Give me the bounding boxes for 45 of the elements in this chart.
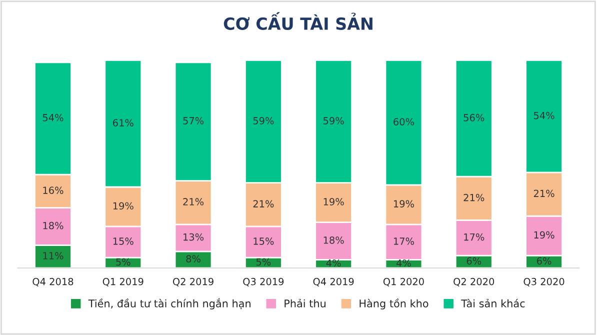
data-label: 61% — [113, 119, 134, 126]
x-tick-label: Q3 2020 — [524, 278, 564, 286]
data-label: 19% — [534, 231, 554, 239]
data-label: 57% — [183, 117, 204, 124]
data-label: 56% — [464, 114, 484, 122]
data-label: 17% — [394, 238, 414, 245]
data-label: 4% — [326, 259, 341, 267]
data-label: 18% — [324, 236, 344, 244]
data-label: 5% — [256, 258, 271, 266]
data-label: 15% — [254, 238, 274, 245]
data-label: 19% — [324, 198, 344, 206]
legend-label: Tiền, đầu tư tài chính ngắn hạn — [88, 298, 250, 310]
data-label: 54% — [42, 114, 64, 122]
legend-label: Tài sản khác — [461, 298, 525, 308]
data-label: 5% — [116, 258, 130, 266]
data-label: 54% — [534, 112, 554, 120]
data-label: 59% — [253, 117, 274, 124]
legend-label: Phải thu — [284, 298, 326, 308]
data-label: 21% — [183, 198, 204, 206]
data-label: 59% — [324, 117, 344, 124]
data-label: 8% — [186, 255, 200, 263]
data-label: 19% — [394, 200, 414, 208]
x-tick-label: Q1 2020 — [383, 278, 424, 286]
data-label: 4% — [396, 259, 411, 267]
x-tick-label: Q4 2019 — [313, 278, 354, 286]
data-label: 21% — [534, 190, 554, 198]
x-tick-label: Q4 2018 — [32, 278, 74, 286]
data-label: 21% — [464, 194, 484, 202]
x-tick-label: Q2 2020 — [454, 278, 494, 286]
data-label: 17% — [464, 233, 484, 241]
data-label: 18% — [43, 222, 64, 230]
x-tick-label: Q2 2019 — [172, 278, 214, 286]
data-label: 6% — [466, 257, 482, 265]
data-label: 21% — [253, 200, 274, 208]
data-label: 15% — [113, 238, 134, 245]
chart-title: CƠ CẤU TÀI SẢN — [224, 12, 372, 30]
data-label: 11% — [43, 252, 64, 260]
data-label: 6% — [536, 257, 552, 265]
x-tick-label: Q1 2019 — [102, 278, 144, 286]
data-label: 13% — [184, 233, 204, 241]
data-label: 60% — [394, 118, 414, 126]
x-tick-label: Q3 2019 — [243, 278, 284, 286]
data-label: 16% — [43, 186, 64, 194]
data-label: 19% — [113, 202, 134, 210]
legend-label: Hàng tồn kho — [360, 298, 428, 310]
